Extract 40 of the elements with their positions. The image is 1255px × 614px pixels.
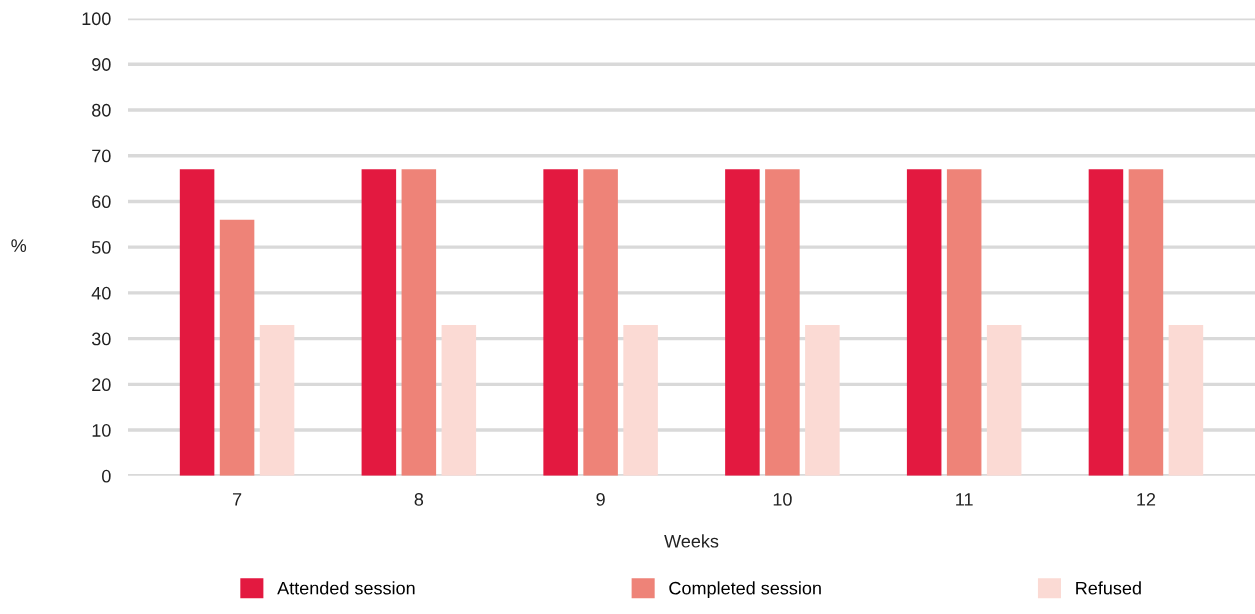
- bar: [946, 169, 982, 476]
- x-axis-title: Weeks: [664, 534, 719, 548]
- legend-label: Completed session: [669, 581, 821, 599]
- y-tick-label: 30: [91, 332, 111, 346]
- bar: [725, 169, 760, 476]
- legend-label: Refused: [1076, 581, 1141, 595]
- bar: [179, 169, 215, 476]
- y-tick-label: 60: [92, 195, 111, 209]
- bar: [543, 169, 578, 476]
- y-tick-label: 80: [92, 103, 111, 117]
- bar: [623, 324, 658, 476]
- bar: [259, 324, 295, 476]
- x-tick-label: 8: [414, 492, 424, 506]
- y-tick-label: 20: [92, 378, 111, 392]
- y-tick-label: 100: [82, 12, 111, 26]
- bar: [805, 324, 840, 476]
- y-tick-label: 10: [92, 424, 111, 437]
- bar: [441, 324, 477, 476]
- x-tick-label: 9: [596, 492, 605, 506]
- y-axis-title: %: [11, 239, 27, 252]
- bar: [401, 169, 437, 476]
- x-tick-label: 12: [1137, 492, 1156, 506]
- x-tick-label: 7: [232, 493, 242, 506]
- bar: [583, 169, 618, 476]
- bar: [906, 169, 942, 476]
- y-tick-label: 90: [92, 58, 111, 71]
- y-tick-label: 50: [91, 241, 111, 254]
- x-tick-label: 11: [956, 493, 973, 506]
- y-tick-label: 0: [102, 469, 111, 483]
- y-tick-label: 70: [92, 149, 111, 163]
- bar: [1128, 169, 1164, 476]
- x-tick-label: 10: [773, 492, 792, 506]
- bar: [219, 219, 255, 476]
- bar: [361, 169, 397, 476]
- y-tick-label: 40: [91, 286, 111, 300]
- legend-label: Attended session: [277, 581, 415, 595]
- bar: [986, 324, 1022, 476]
- bar: [1088, 169, 1124, 476]
- bar: [1168, 324, 1204, 476]
- bar: [765, 169, 800, 476]
